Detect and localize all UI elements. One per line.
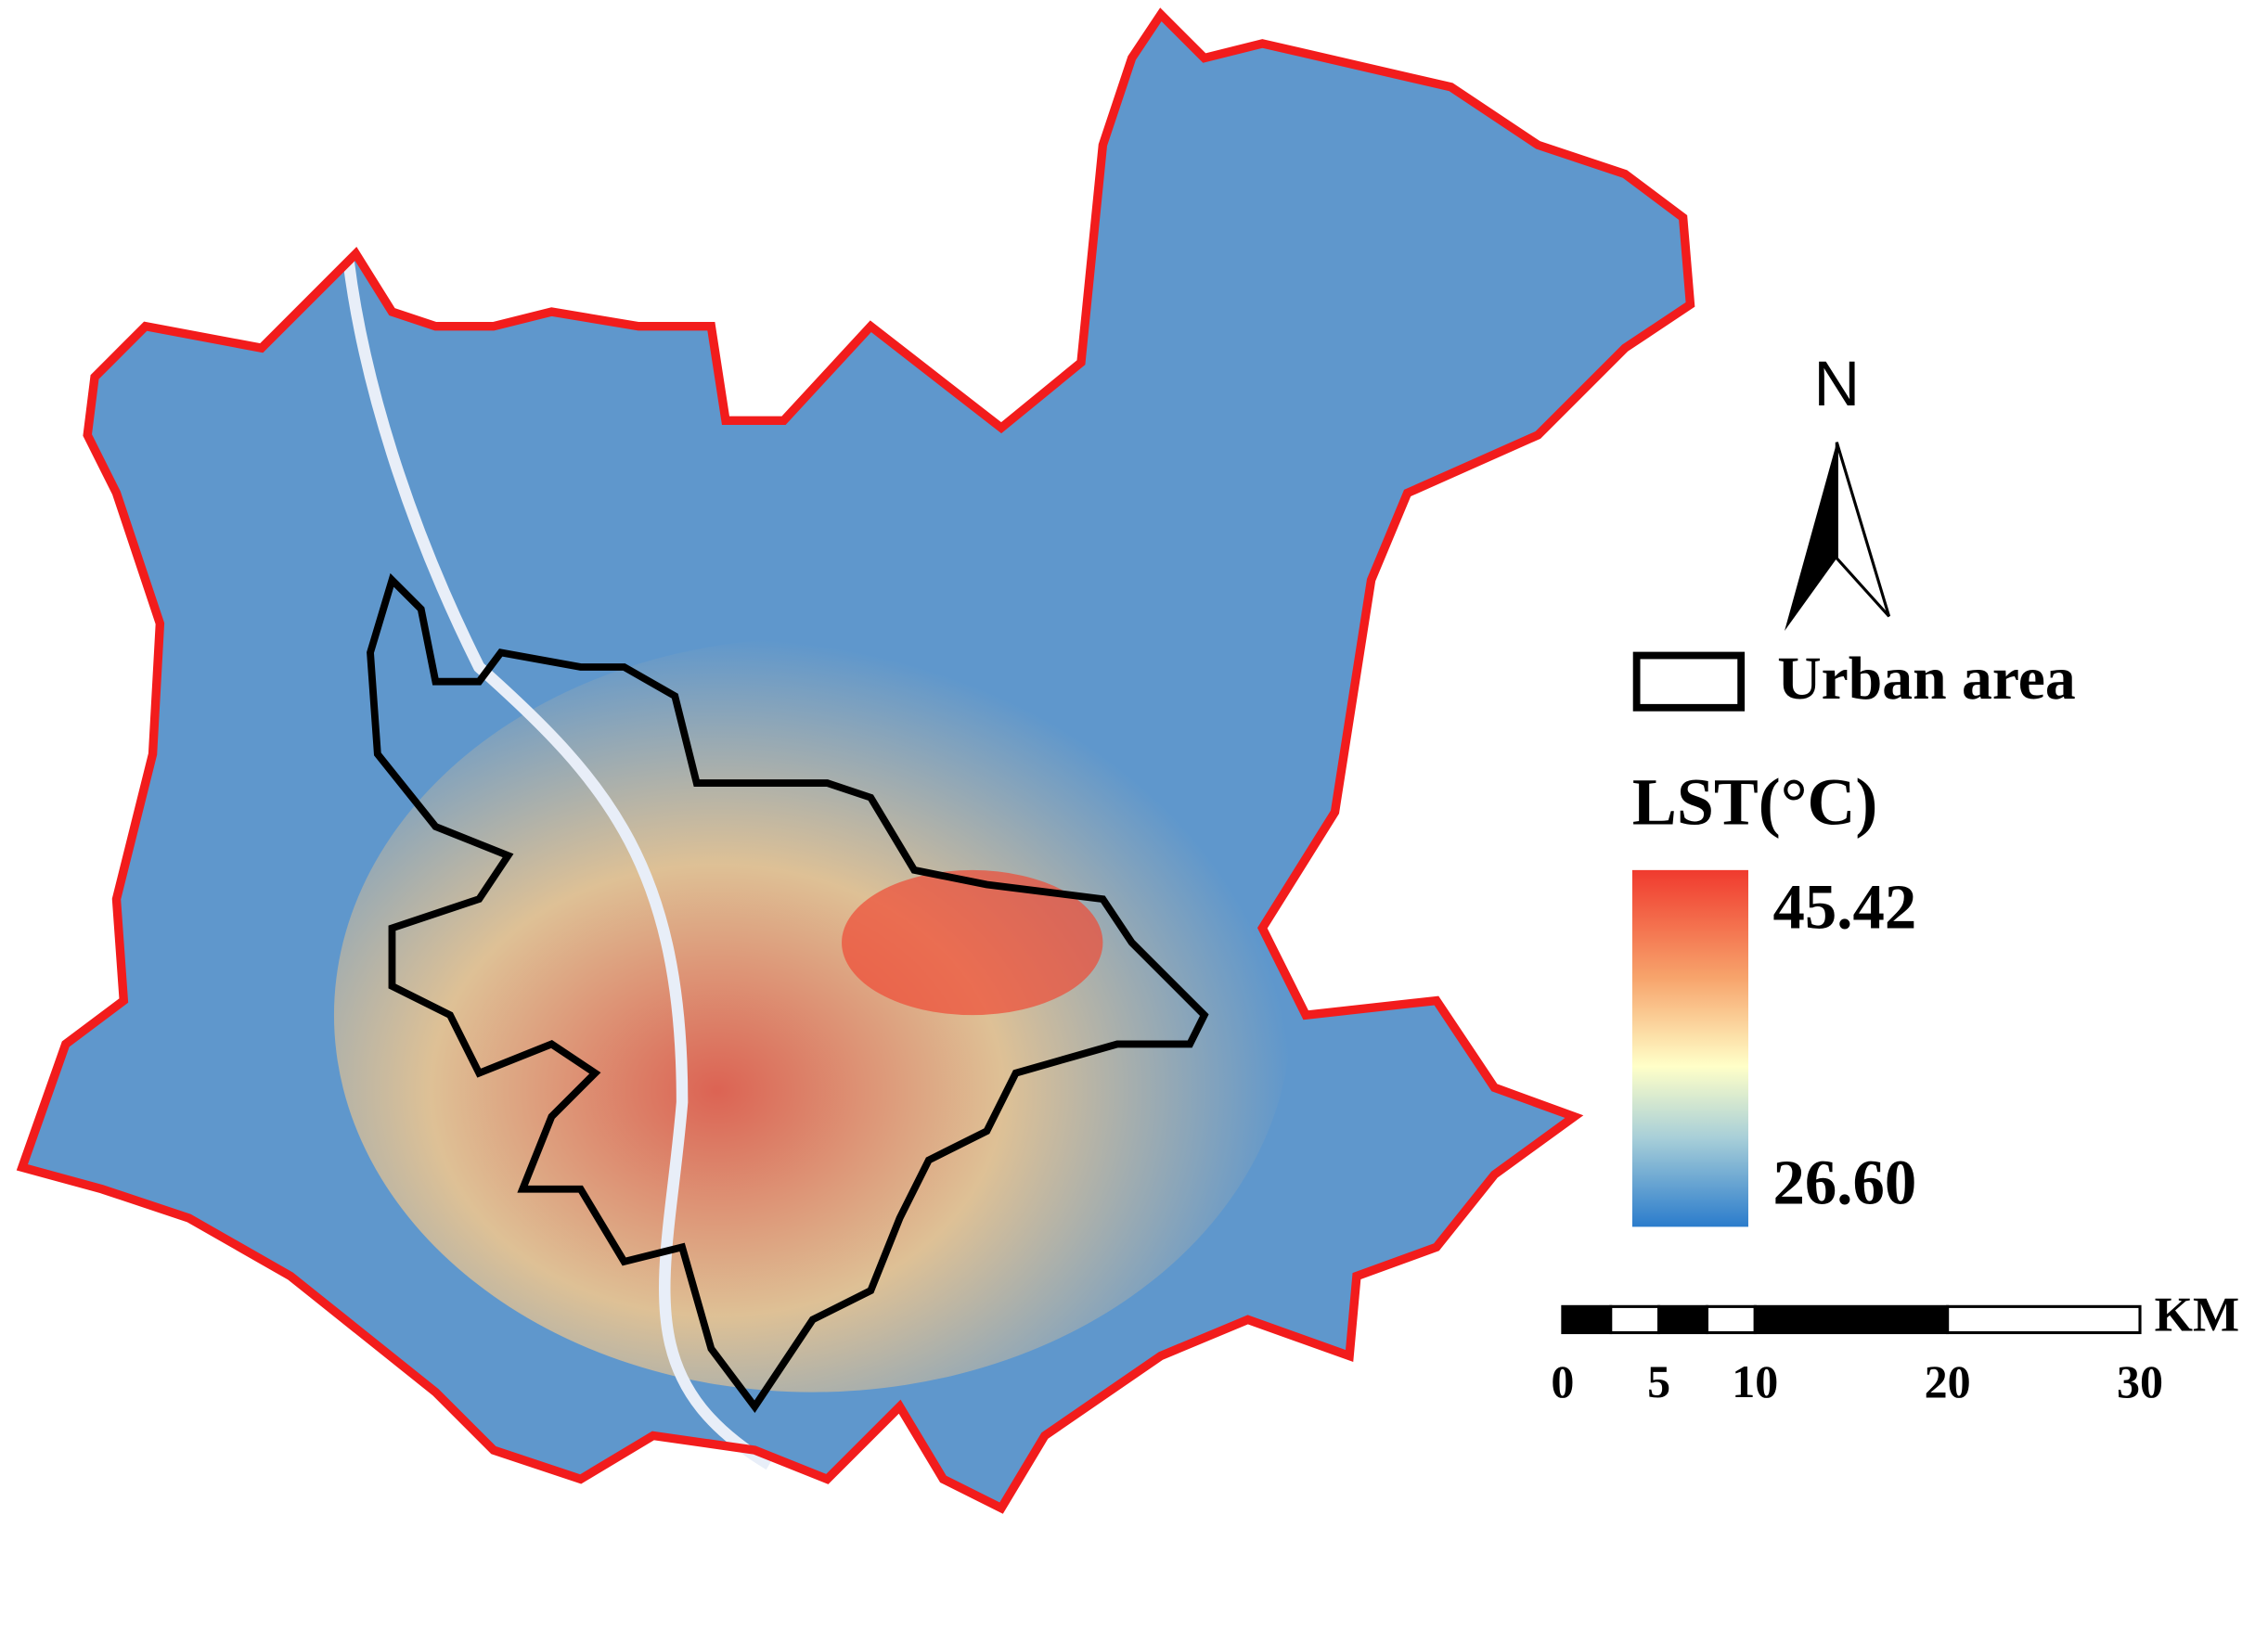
river xyxy=(342,260,773,1470)
urban-legend-swatch xyxy=(1632,651,1746,712)
heat-zone xyxy=(333,637,1292,1393)
scale-segment xyxy=(1946,1304,2142,1335)
lst-colorbar xyxy=(1631,869,1748,1227)
scale-tick-label: 5 xyxy=(1647,1355,1670,1407)
urban-area-outline xyxy=(367,572,1209,1413)
urban-legend-label: Urban area xyxy=(1777,645,2076,712)
scale-segment xyxy=(1753,1304,1950,1335)
scale-tick-label: 20 xyxy=(1925,1355,1971,1407)
scale-segment xyxy=(1609,1304,1661,1335)
lst-min-label: 26.60 xyxy=(1773,1148,1917,1218)
scale-bar: 0 5 10 20 30 KM xyxy=(1551,1289,2239,1407)
heat-zone xyxy=(842,869,1103,1016)
scale-unit: KM xyxy=(2155,1289,2239,1342)
scale-tick-label: 0 xyxy=(1551,1355,1574,1407)
lst-max-label: 45.42 xyxy=(1773,872,1917,943)
scale-tick-label: 10 xyxy=(1732,1355,1778,1407)
scale-segment xyxy=(1705,1304,1757,1335)
north-label: N xyxy=(1813,348,1860,419)
study-area-boundary xyxy=(16,7,1695,1514)
scale-tick-label: 30 xyxy=(2117,1355,2163,1407)
lst-title: LST(°C) xyxy=(1632,765,1877,840)
north-arrow-right xyxy=(1835,442,1891,618)
scale-segment xyxy=(1657,1304,1708,1335)
north-arrow-left xyxy=(1785,442,1837,631)
scale-segment xyxy=(1561,1304,1613,1335)
